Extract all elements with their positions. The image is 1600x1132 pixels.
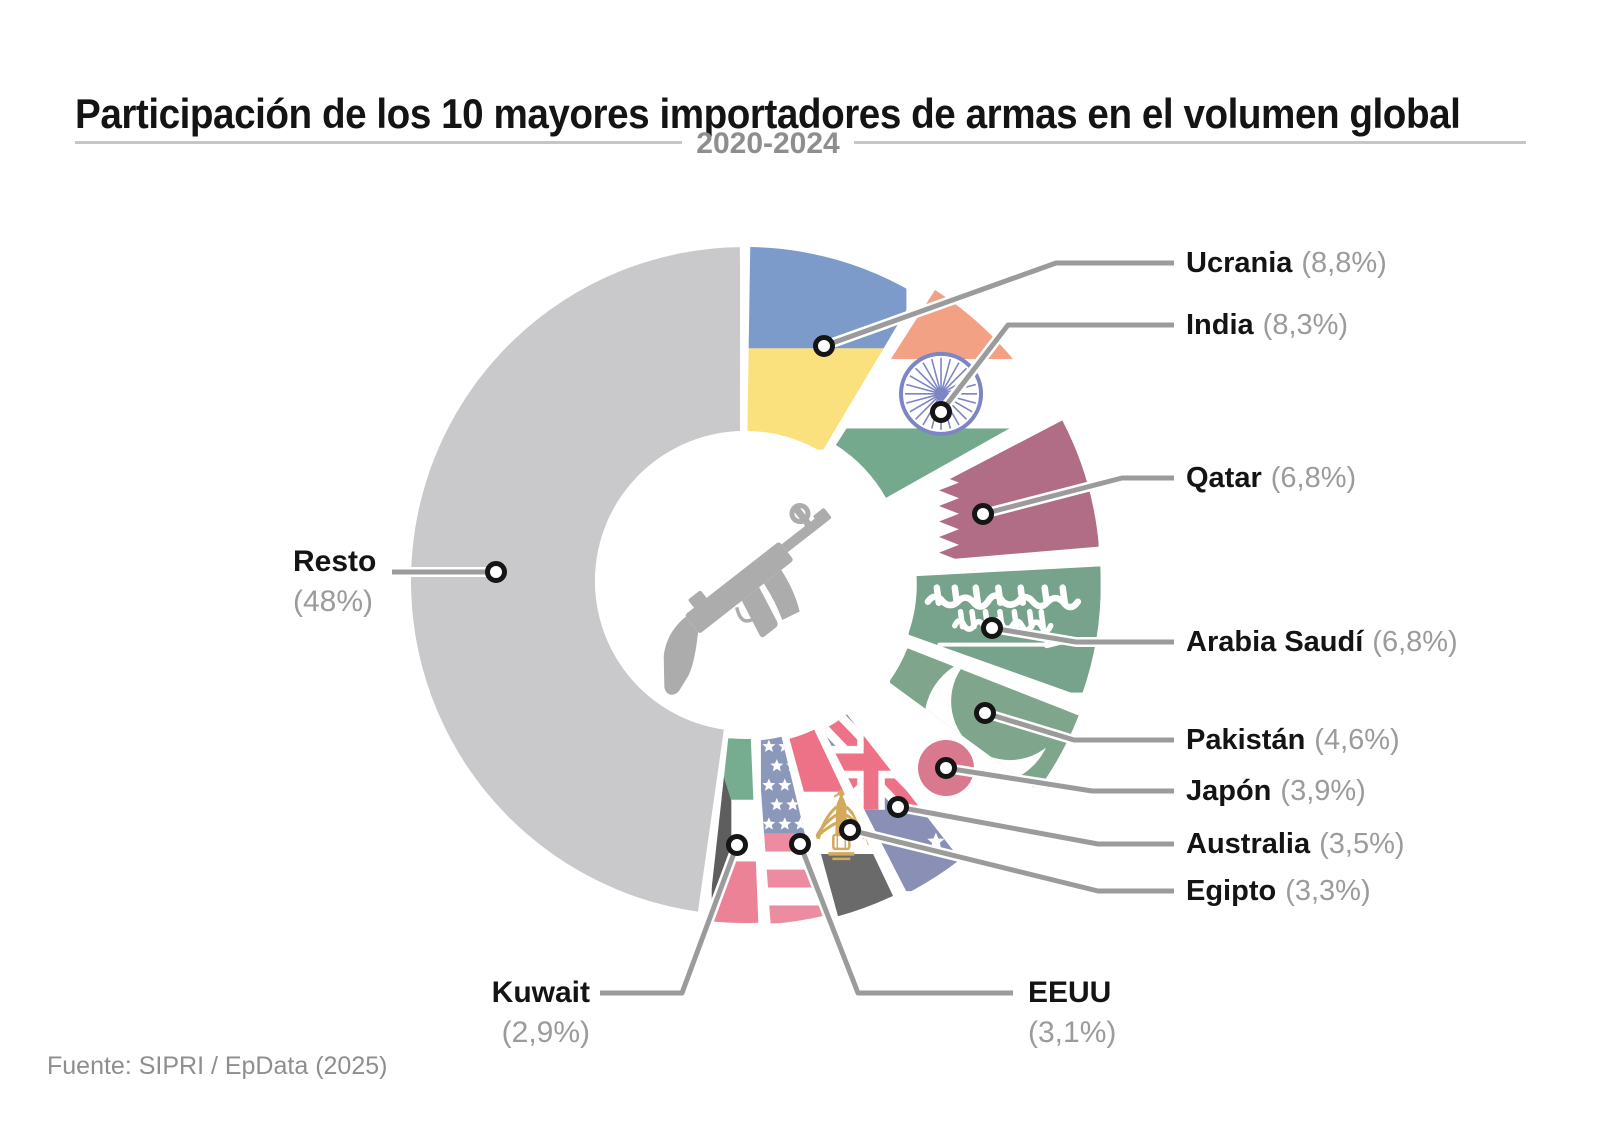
slice-label-qatar: Qatar (6,8%)	[1186, 462, 1357, 494]
slice-label-eeuu: EEUU (3,1%)	[1028, 976, 1117, 1049]
source-note: Fuente: SIPRI / EpData (2025)	[47, 1052, 388, 1080]
slice-label-arabia-saudi: Arabia Saudí (6,8%)	[1186, 626, 1458, 658]
marker-dot-japon	[935, 757, 957, 779]
slice-label-ucrania: Ucrania (8,8%)	[1186, 247, 1387, 279]
marker-dot-australia	[887, 796, 909, 818]
leader-line-qatar	[982, 475, 1174, 517]
leader-line-arabia-saudi	[991, 625, 1174, 645]
marker-dot-pakistan	[974, 702, 996, 724]
slice-label-egipto: Egipto (3,3%)	[1186, 875, 1371, 907]
leader-line-ucrania	[823, 260, 1174, 349]
subtitle-divider-right	[854, 141, 1526, 144]
marker-dot-resto	[485, 561, 507, 583]
marker-dot-eeuu	[789, 833, 811, 855]
leader-line-india	[939, 322, 1174, 414]
marker-dot-arabia-saudi	[981, 617, 1003, 639]
slice-label-india: India (8,3%)	[1186, 309, 1349, 341]
chart-subtitle: 2020-2024	[696, 127, 840, 160]
marker-dot-egipto	[839, 819, 861, 841]
leader-line-japon	[945, 765, 1174, 794]
marker-dot-kuwait	[726, 834, 748, 856]
marker-dot-qatar	[972, 503, 994, 525]
slice-label-japon: Japón (3,9%)	[1186, 775, 1366, 807]
slice-label-kuwait: Kuwait (2,9%)	[491, 976, 590, 1049]
leader-line-kuwait	[600, 844, 740, 996]
rifle-icon	[663, 503, 832, 695]
leader-line-australia	[897, 804, 1174, 847]
chart-title: Participación de los 10 mayores importad…	[75, 90, 1461, 138]
slice-kuwait	[711, 738, 759, 923]
marker-dot-ucrania	[813, 335, 835, 357]
marker-dot-india	[930, 401, 952, 423]
slice-label-pakistan: Pakistán (4,6%)	[1186, 724, 1400, 756]
leader-line-egipto	[849, 827, 1174, 894]
slice-label-australia: Australia (3,5%)	[1186, 828, 1405, 860]
leader-line-eeuu	[797, 843, 1013, 996]
leader-line-pakistan	[984, 710, 1174, 743]
slice-label-resto: Resto (48%)	[293, 545, 377, 618]
leader-lines	[387, 258, 1179, 998]
subtitle-divider-left	[75, 141, 682, 144]
